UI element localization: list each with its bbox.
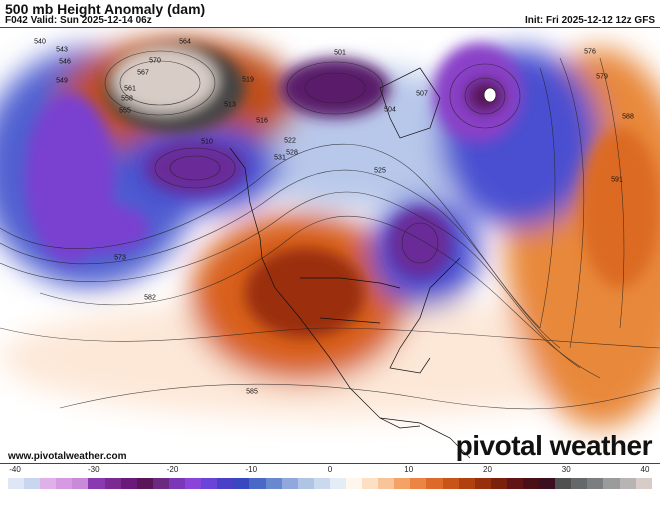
contour-label: 522 xyxy=(284,137,296,145)
contour-label: 570 xyxy=(149,57,161,65)
height-anomaly-map: 540 543 546 549 555 558 561 564 567 570 … xyxy=(0,27,660,464)
colorbar-swatch xyxy=(185,478,202,489)
colorbar-swatch xyxy=(506,478,523,489)
colorbar-swatch xyxy=(345,478,363,489)
colorbar-swatch xyxy=(217,478,234,489)
colorbar-swatch xyxy=(635,478,652,489)
website-link[interactable]: www.pivotalweather.com xyxy=(8,451,127,462)
colorbar-tick-label: 40 xyxy=(640,465,650,474)
bering-high-core xyxy=(113,47,217,113)
colorbar-tick-label: -10 xyxy=(245,465,258,474)
colorbar-swatch xyxy=(120,478,137,489)
colorbar-tick-label: 30 xyxy=(561,465,571,474)
colorbar-swatch xyxy=(152,478,169,489)
colorbar-swatch xyxy=(474,478,491,489)
colorbar-swatch xyxy=(619,478,636,489)
colorbar-swatch xyxy=(56,478,73,489)
pivotal-weather-logo: pivotal weather xyxy=(455,430,653,461)
colorbar-swatch xyxy=(88,478,105,489)
colorbar-swatch xyxy=(329,478,346,489)
contour-label: 519 xyxy=(242,76,254,84)
colorbar-tick-label: 10 xyxy=(404,465,414,474)
colorbar-swatch xyxy=(233,478,250,489)
contour-label: 516 xyxy=(256,117,268,125)
colorbar-swatch xyxy=(362,478,379,489)
colorbar-swatches xyxy=(8,478,652,489)
colorbar-swatch xyxy=(281,478,298,489)
colorbar-swatch xyxy=(571,478,588,489)
contour-label: 504 xyxy=(384,106,396,114)
contour-label: 540 xyxy=(34,38,46,46)
contour-label: 549 xyxy=(56,77,68,85)
colorbar-swatch xyxy=(8,478,25,489)
anomaly-field xyxy=(0,28,660,463)
contour-label: 579 xyxy=(596,73,608,81)
contour-label: 513 xyxy=(224,101,236,109)
contour-label: 507 xyxy=(416,90,428,98)
contour-label: 501 xyxy=(334,49,346,57)
contour-label: 585 xyxy=(246,388,258,396)
colorbar-swatch xyxy=(24,478,41,489)
gulf-alaska-low xyxy=(145,141,245,195)
colorbar-swatch xyxy=(587,478,604,489)
coastlines xyxy=(229,67,471,459)
colorbar-tick-label: -20 xyxy=(166,465,179,474)
valid-time: F042 Valid: Sun 2025-12-14 06z xyxy=(5,15,152,26)
contour-label: 582 xyxy=(144,294,156,302)
contour-label: 525 xyxy=(374,167,386,175)
colorbar-swatch xyxy=(490,478,507,489)
colorbar-swatch xyxy=(40,478,57,489)
colorbar-swatch xyxy=(603,478,620,489)
colorbar-swatch xyxy=(136,478,153,489)
contour-label: 543 xyxy=(56,46,68,54)
colorbar-swatch xyxy=(539,478,556,489)
colorbar-swatch xyxy=(458,478,475,489)
colorbar-swatch xyxy=(410,478,427,489)
atlantic-ridge-core xyxy=(580,128,660,288)
contour-label: 528 xyxy=(286,149,298,157)
colorbar-tick-label: 0 xyxy=(327,465,333,474)
colorbar-tick-label: -30 xyxy=(87,465,100,474)
colorbar-swatch xyxy=(426,478,443,489)
contour-label: 564 xyxy=(179,38,191,46)
colorbar-tick-label: 20 xyxy=(483,465,492,474)
colorbar-swatch xyxy=(313,478,330,489)
contour-label: 588 xyxy=(622,113,634,121)
contour-label: 573 xyxy=(114,254,126,262)
us-ridge-core xyxy=(245,248,365,338)
contour-label: 576 xyxy=(584,48,596,56)
hudson-low xyxy=(280,58,390,118)
contour-label: 561 xyxy=(124,85,136,93)
contour-label: 510 xyxy=(201,138,213,146)
colorbar-swatch xyxy=(394,478,411,489)
init-time: Init: Fri 2025-12-12 12z GFS xyxy=(524,15,655,26)
colorbar: -40 -30 -20 -10 0 10 20 30 40 xyxy=(0,462,660,510)
contour-label: 531 xyxy=(274,154,286,162)
contour-label: 555 xyxy=(119,107,131,115)
colorbar-tick-label: -40 xyxy=(9,465,21,474)
contour-label: 567 xyxy=(137,69,149,77)
colorbar-swatch xyxy=(523,478,540,489)
height-contours xyxy=(0,50,660,410)
colorbar-swatch xyxy=(249,478,266,489)
contour-label: 591 xyxy=(611,176,623,184)
colorbar-swatch xyxy=(201,478,218,489)
map-title: 500 mb Height Anomaly (dam) xyxy=(5,1,206,17)
ne-low xyxy=(388,208,452,278)
greenland-low-eye xyxy=(483,87,497,103)
colorbar-swatch xyxy=(72,478,89,489)
contour-label: 558 xyxy=(121,95,133,103)
contour-label: 546 xyxy=(59,58,71,66)
colorbar-swatch xyxy=(265,478,282,489)
pacific-trough-2 xyxy=(50,203,150,253)
colorbar-swatch xyxy=(168,478,186,489)
colorbar-swatch xyxy=(442,478,459,489)
colorbar-swatch xyxy=(378,478,395,489)
colorbar-swatch xyxy=(104,478,121,489)
colorbar-swatch xyxy=(555,478,572,489)
colorbar-swatch xyxy=(297,478,314,489)
